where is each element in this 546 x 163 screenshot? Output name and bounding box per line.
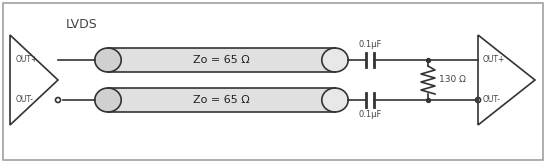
Text: 130 Ω: 130 Ω bbox=[439, 75, 466, 84]
Text: OUT+: OUT+ bbox=[483, 55, 506, 65]
Ellipse shape bbox=[322, 88, 348, 112]
Ellipse shape bbox=[95, 48, 121, 72]
Ellipse shape bbox=[322, 48, 348, 72]
Text: 0.1μF: 0.1μF bbox=[358, 110, 382, 119]
Text: 0.1μF: 0.1μF bbox=[358, 40, 382, 49]
Bar bbox=[108, 88, 335, 112]
Text: OUT+: OUT+ bbox=[16, 55, 38, 65]
Text: Zo = 65 Ω: Zo = 65 Ω bbox=[193, 95, 250, 105]
Text: OUT-: OUT- bbox=[16, 96, 34, 104]
Text: Zo = 65 Ω: Zo = 65 Ω bbox=[193, 55, 250, 65]
Bar bbox=[108, 48, 335, 72]
Text: OUT-: OUT- bbox=[483, 96, 501, 104]
Ellipse shape bbox=[95, 88, 121, 112]
Text: LVDS: LVDS bbox=[66, 18, 98, 31]
